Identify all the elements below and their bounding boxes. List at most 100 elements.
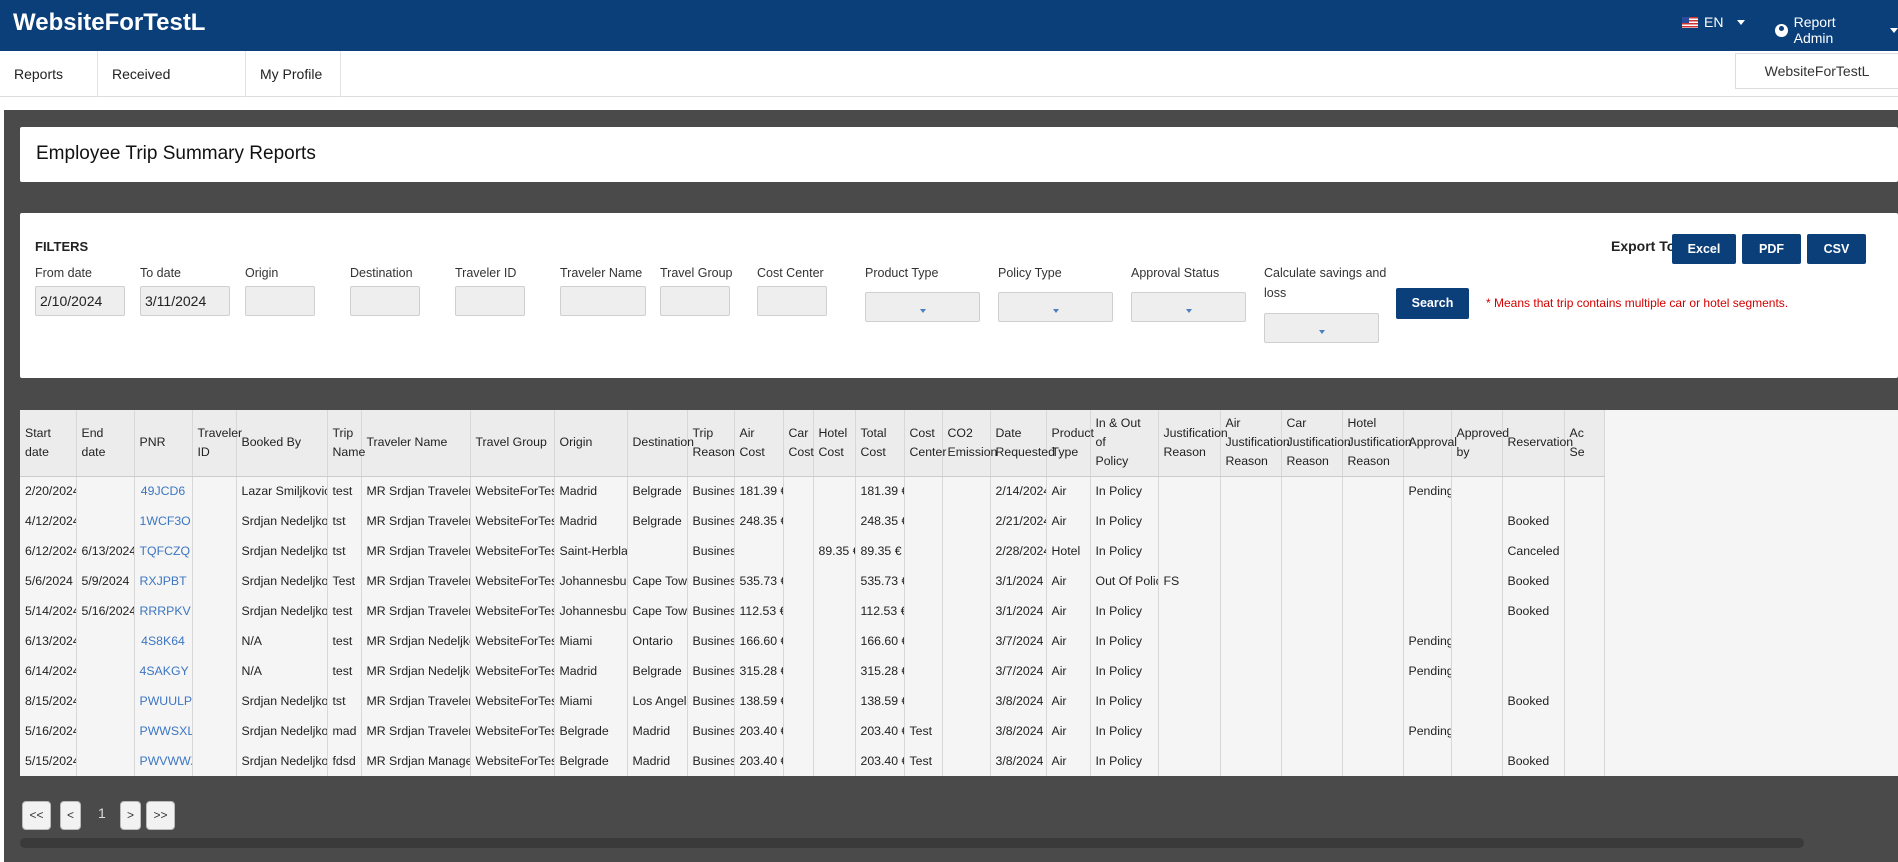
next-page-button[interactable]: > (120, 801, 141, 830)
nav-received-bookings[interactable]: Received Bookings (98, 51, 246, 128)
column-header[interactable]: End date (76, 410, 135, 477)
column-header[interactable]: Approved by (1451, 410, 1509, 477)
column-header[interactable]: Total Cost (855, 410, 905, 477)
column-header[interactable]: Travel Group (470, 410, 555, 477)
column-header[interactable]: Ac Se (1564, 410, 1605, 477)
column-header[interactable]: Trip Reason (687, 410, 735, 477)
export-csv-button[interactable]: CSV (1807, 234, 1866, 264)
search-button[interactable]: Search (1396, 288, 1469, 319)
pnr-link[interactable]: TQFCZQ (134, 536, 193, 566)
site-selector[interactable]: WebsiteForTestL (1735, 53, 1898, 89)
table-cell (783, 506, 814, 536)
column-header[interactable]: Date Requested (990, 410, 1055, 477)
table-cell (1342, 626, 1404, 656)
chevron-down-icon (1890, 27, 1898, 33)
destination-input[interactable] (350, 286, 420, 316)
cost-center-input[interactable] (757, 286, 827, 316)
first-page-button[interactable]: << (22, 801, 51, 830)
last-page-button[interactable]: >> (146, 801, 175, 830)
pnr-link[interactable]: PWUULP (134, 686, 193, 716)
table-row[interactable]: 4/12/2024 1WCF3O Srdjan NedeljkovictstMR S… (20, 506, 1605, 536)
column-header[interactable]: Product Type (1046, 410, 1094, 477)
policy-type-select[interactable] (998, 292, 1113, 322)
calc-savings-select[interactable] (1264, 313, 1379, 343)
table-cell (1451, 626, 1503, 656)
user-name: Report Admin (1793, 14, 1836, 46)
column-header[interactable]: Car Cost (783, 410, 814, 477)
traveler-id-input[interactable] (455, 286, 525, 316)
to-date-input[interactable]: 3/11/2024 (140, 286, 230, 316)
brand-logo[interactable]: WebsiteForTestL (13, 9, 206, 36)
column-header[interactable]: Reservation (1502, 410, 1573, 477)
nav-my-profile[interactable]: My Profile (246, 51, 341, 97)
table-cell (813, 566, 856, 596)
column-header[interactable]: Hotel Justification Reason (1342, 410, 1412, 477)
column-header[interactable]: Air Justification Reason (1220, 410, 1290, 477)
column-header[interactable]: Justification Reason (1158, 410, 1228, 477)
export-excel-button[interactable]: Excel (1672, 234, 1736, 264)
column-header-label: by (1456, 444, 1470, 459)
table-cell (1564, 746, 1605, 776)
column-header[interactable]: Trip Name (327, 410, 365, 477)
column-header[interactable]: Start date (20, 410, 77, 477)
table-row[interactable]: 5/16/2024 PWWSXL Srdjan NedeljkovicmadMR S… (20, 716, 1605, 746)
column-header[interactable]: Traveler Name (361, 410, 471, 477)
column-header[interactable]: Air Cost (734, 410, 784, 477)
horizontal-scrollbar[interactable] (20, 838, 1804, 848)
pnr-link[interactable]: PWVWWZ (134, 746, 193, 776)
table-cell (1220, 536, 1282, 566)
export-pdf-button[interactable]: PDF (1742, 234, 1801, 264)
table-cell (942, 566, 991, 596)
pnr-link[interactable]: 4SAKGY (134, 656, 193, 686)
table-cell: test (327, 656, 362, 686)
product-type-select[interactable] (865, 292, 980, 322)
column-header[interactable]: In & Out of Policy (1090, 410, 1159, 477)
column-header[interactable]: Traveler ID (192, 410, 242, 477)
table-cell: 535.73 € (855, 566, 905, 596)
pnr-link[interactable]: 4S8K64 (134, 626, 193, 656)
column-header[interactable]: Destination (627, 410, 694, 477)
table-row[interactable]: 5/15/2024 PWVWWZ Srdjan NedeljkovicfdsdMR … (20, 746, 1605, 776)
prev-page-button[interactable]: < (60, 801, 81, 830)
column-header[interactable]: Hotel Cost (813, 410, 856, 477)
column-header-label: Cost (860, 444, 886, 459)
table-cell (783, 596, 814, 626)
column-header[interactable]: Car Justification Reason (1281, 410, 1351, 477)
table-row[interactable]: 8/15/2024 PWUULP Srdjan NedeljkovictstMR S… (20, 686, 1605, 716)
column-header-label: Justification (1286, 435, 1351, 450)
column-header[interactable]: PNR (134, 410, 193, 477)
pnr-link[interactable]: 1WCF3O (134, 506, 193, 536)
table-row[interactable]: 2/20/2024 49JCD6 Lazar Smiljkovic test MR Sr… (20, 476, 1605, 506)
pnr-link[interactable]: RRRPKV (134, 596, 193, 626)
table-cell: fdsd (327, 746, 362, 776)
language-selector[interactable]: EN (1682, 14, 1746, 30)
pnr-link[interactable]: 49JCD6 (134, 476, 193, 506)
user-menu[interactable]: Report Admin (1775, 14, 1898, 46)
column-header[interactable]: Approval (1403, 410, 1457, 477)
column-header[interactable]: Origin (554, 410, 628, 477)
current-page[interactable]: 1 (98, 805, 106, 821)
pnr-link[interactable]: RXJPBT (134, 566, 193, 596)
table-cell: tst (327, 506, 362, 536)
column-header[interactable]: Booked By (236, 410, 328, 477)
chevron-down-icon (1737, 19, 1746, 25)
origin-input[interactable] (245, 286, 315, 316)
column-header[interactable]: CO2 Emission (942, 410, 997, 477)
traveler-name-input[interactable] (560, 286, 646, 316)
pnr-link[interactable]: PWWSXL (134, 716, 193, 746)
approval-status-select[interactable] (1131, 292, 1246, 322)
table-cell: 6/13/2024 (20, 626, 77, 656)
table-cell: 5/6/2024 (20, 566, 77, 596)
from-date-input[interactable]: 2/10/2024 (35, 286, 125, 316)
table-cell: 203.40 € (855, 716, 905, 746)
table-cell: Belgrade (627, 506, 688, 536)
nav-reports[interactable]: Reports (0, 51, 98, 124)
column-header[interactable]: Cost Center (904, 410, 946, 477)
table-cell: Srdjan Nedeljkovic (236, 686, 328, 716)
travel-group-input[interactable] (660, 286, 730, 316)
